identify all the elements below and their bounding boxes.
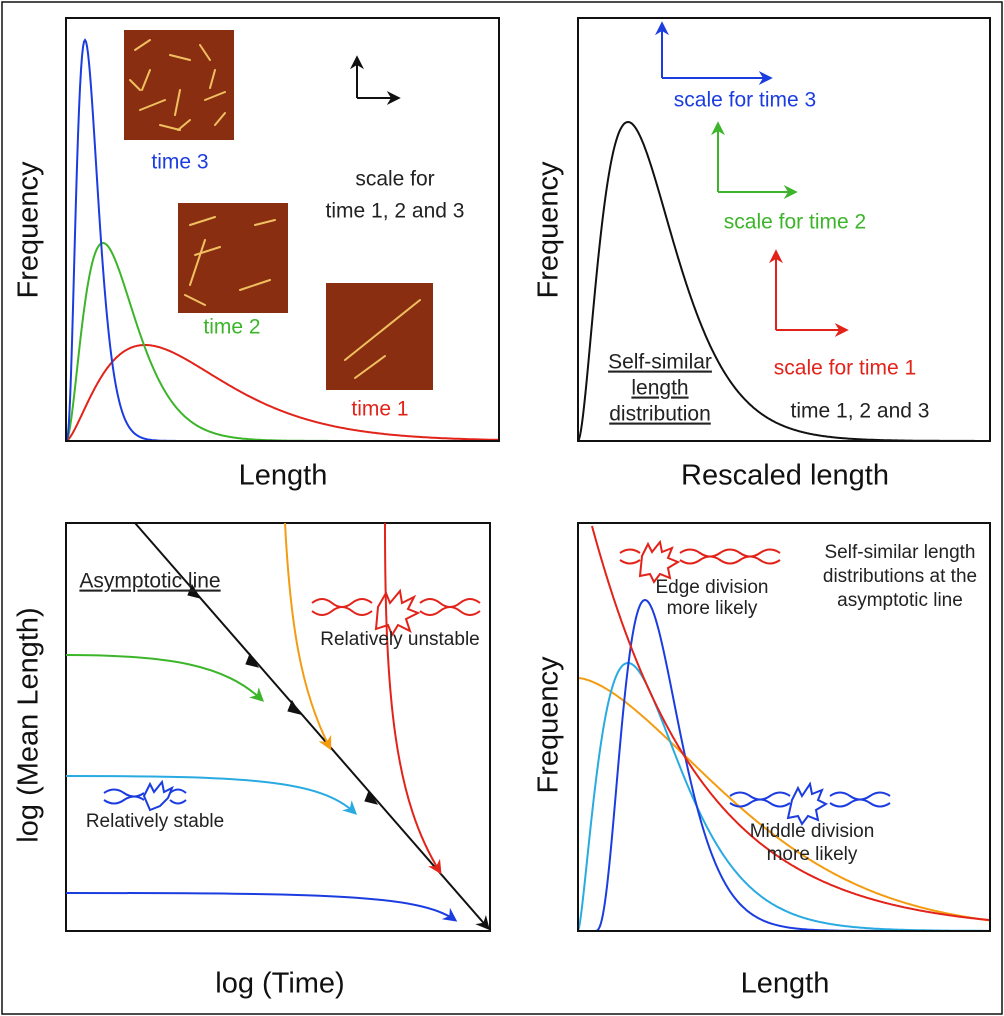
annotation: time 1, 2 and 3 xyxy=(326,200,465,223)
y-axis-label: Frequency xyxy=(533,656,565,794)
fibril-sketches xyxy=(103,539,891,826)
annotation: distributions at the xyxy=(823,566,977,587)
annotation: Self-similar xyxy=(608,351,712,374)
annotation: scale for time 2 xyxy=(724,211,866,234)
curve xyxy=(577,661,990,932)
panel-box xyxy=(577,522,991,932)
curve-label: time 2 xyxy=(203,316,260,339)
annotation: more likely xyxy=(767,844,858,865)
annotation: Relatively stable xyxy=(86,811,224,832)
curve-label: time 1 xyxy=(351,398,408,421)
curve xyxy=(591,525,991,922)
annotation: time 1, 2 and 3 xyxy=(791,400,930,423)
x-axis-label: Length xyxy=(741,968,830,1000)
panel-box xyxy=(65,17,500,442)
annotation: Asymptotic line xyxy=(79,570,220,593)
annotation: Edge division xyxy=(655,577,768,598)
x-axis-label: Length xyxy=(239,460,328,492)
curve-label: time 3 xyxy=(151,151,208,174)
panel-box xyxy=(577,17,991,442)
y-axis-label: Frequency xyxy=(533,161,565,299)
annotation: scale for time 3 xyxy=(674,89,816,112)
curve xyxy=(577,677,991,922)
curve xyxy=(65,344,499,442)
annotation: Relatively unstable xyxy=(320,629,479,650)
annotation: Middle division xyxy=(750,821,875,842)
panel-box xyxy=(65,522,491,932)
micrographs xyxy=(124,30,433,390)
scale-arrows xyxy=(350,21,849,337)
annotation: distribution xyxy=(609,403,711,426)
curve xyxy=(578,598,990,932)
y-axis-label: log (Mean Length) xyxy=(13,607,45,842)
x-axis-label: log (Time) xyxy=(215,968,344,1000)
annotation: Self-similar length xyxy=(825,542,976,563)
trajectories xyxy=(65,522,490,931)
y-axis-label: Frequency xyxy=(13,161,45,299)
annotation: length xyxy=(631,377,688,400)
annotation: asymptotic line xyxy=(837,590,963,611)
annotation: scale for xyxy=(355,168,434,191)
x-axis-label: Rescaled length xyxy=(681,460,889,492)
annotation: scale for time 1 xyxy=(774,357,916,380)
annotation: more likely xyxy=(667,598,758,619)
